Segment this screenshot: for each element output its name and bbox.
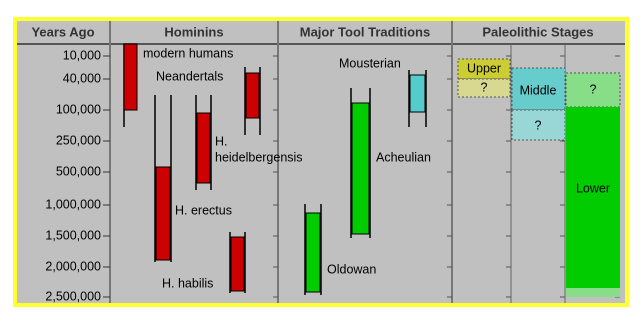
column-header: Years Ago	[31, 24, 94, 39]
year-label: 1,000,000	[45, 197, 101, 211]
stage-label: ?	[535, 118, 542, 132]
stage-label: ?	[481, 80, 488, 94]
tool-label: Acheulian	[376, 150, 431, 164]
column-header: Hominins	[164, 24, 223, 39]
year-label: 500,000	[56, 164, 101, 178]
year-label: 2,500,000	[45, 289, 101, 303]
hominin-label: H. habilis	[162, 276, 213, 290]
stage-label: ?	[590, 82, 597, 96]
year-label: 40,000	[63, 71, 101, 85]
tool-bars	[304, 70, 427, 295]
column-dividers	[109, 21, 453, 303]
tool-label: Mousterian	[339, 56, 401, 70]
year-label: 1,500,000	[45, 228, 101, 242]
stage-blocks	[457, 58, 621, 297]
column-header: Paleolithic Stages	[482, 24, 593, 39]
hominin-bars	[123, 43, 261, 293]
hominin-label: heidelbergensis	[215, 150, 303, 164]
stage-label: Upper	[467, 61, 501, 75]
year-label: 10,000	[63, 48, 101, 62]
tool-label: Oldowan	[327, 262, 376, 276]
hominin-label: H.	[215, 134, 228, 148]
hominin-label: Neandertals	[156, 69, 223, 83]
year-label: 100,000	[56, 102, 101, 116]
stage-label: Lower	[576, 181, 610, 195]
year-label: 2,000,000	[45, 259, 101, 273]
column-header: Major Tool Traditions	[300, 24, 430, 39]
hominin-label: H. erectus	[175, 203, 232, 217]
year-label: 250,000	[56, 133, 101, 147]
stage-label: Middle	[520, 83, 557, 97]
hominin-label: modern humans	[143, 46, 233, 60]
years-axis: 10,000 40,000 100,000 250,000 500,000 1,000,0…	[45, 48, 620, 303]
